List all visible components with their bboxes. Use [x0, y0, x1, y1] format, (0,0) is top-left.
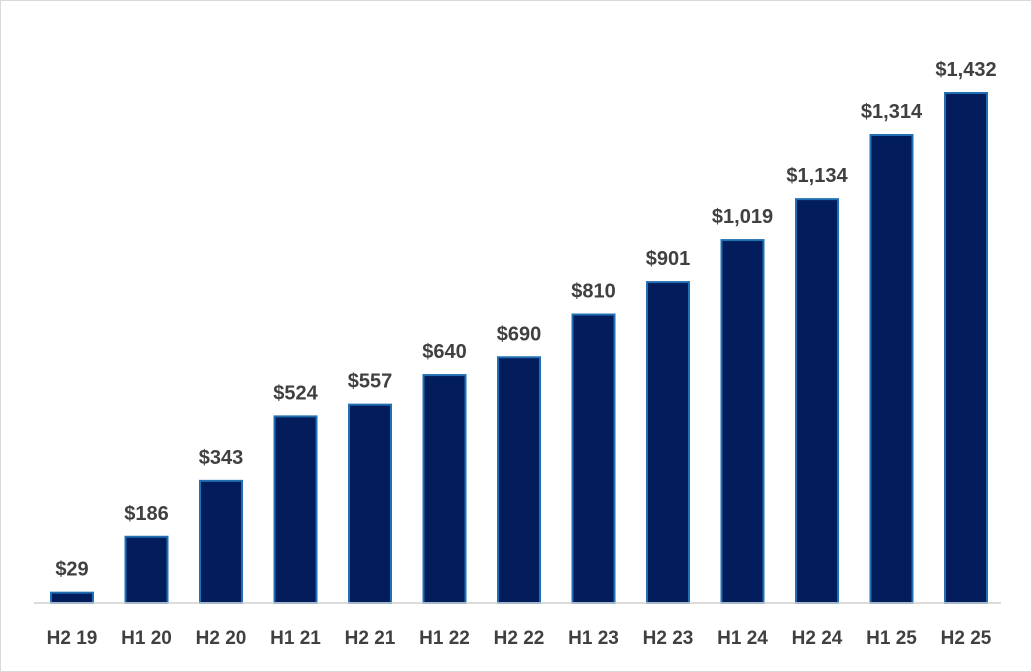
x-tick-label: H2 22: [494, 628, 545, 649]
bars-layer: [50, 92, 988, 605]
bar-h2-19: [50, 591, 94, 605]
x-tick-label: H2 20: [196, 628, 247, 649]
bar-h2-24: [795, 198, 839, 604]
x-tick-label: H1 24: [717, 628, 768, 649]
bar-h2-22: [497, 356, 541, 604]
bar-h1-20: [124, 535, 169, 604]
x-tick-label: H2 23: [643, 628, 694, 649]
x-axis-ticks: H2 19 H1 20 H2 20 H1 21 H2 21 H1 22 H2 22 H1 23…: [47, 628, 992, 649]
x-tick-label: H2 19: [47, 628, 98, 649]
data-label: $524: [273, 382, 318, 404]
x-tick-label: H2 21: [345, 628, 396, 649]
bar-h1-25: [869, 134, 914, 604]
data-label: $343: [199, 447, 244, 469]
data-label: $810: [571, 281, 616, 303]
data-label: $557: [348, 371, 393, 393]
bar-h1-24: [720, 239, 765, 604]
x-tick-label: H1 21: [270, 628, 321, 649]
x-tick-label: H1 23: [568, 628, 619, 649]
data-label: $1,432: [935, 59, 996, 81]
bar-h1-22: [422, 374, 467, 605]
x-tick-label: H1 22: [419, 628, 470, 649]
bar-h1-23: [571, 313, 616, 604]
data-label: $901: [646, 248, 691, 270]
data-label: $690: [497, 323, 542, 345]
data-label: $1,134: [786, 165, 848, 187]
x-tick-label: H1 20: [121, 628, 172, 649]
x-tick-label: H1 25: [866, 628, 917, 649]
data-label: $29: [55, 559, 88, 581]
bar-h2-25: [944, 92, 988, 604]
data-label: $1,019: [712, 206, 773, 228]
bar-h2-21: [348, 403, 392, 605]
data-label: $186: [124, 503, 169, 525]
x-tick-label: H2 24: [792, 628, 843, 649]
bar-h2-23: [646, 281, 690, 604]
bar-h2-20: [199, 479, 243, 605]
data-label: $640: [422, 341, 467, 363]
data-label: $1,314: [861, 101, 923, 123]
bar-h1-21: [273, 415, 318, 604]
x-tick-label: H2 25: [941, 628, 992, 649]
data-labels-layer: $29 $186 $343 $524 $557 $640 $690 $810 $901 $1,01…: [55, 59, 996, 581]
